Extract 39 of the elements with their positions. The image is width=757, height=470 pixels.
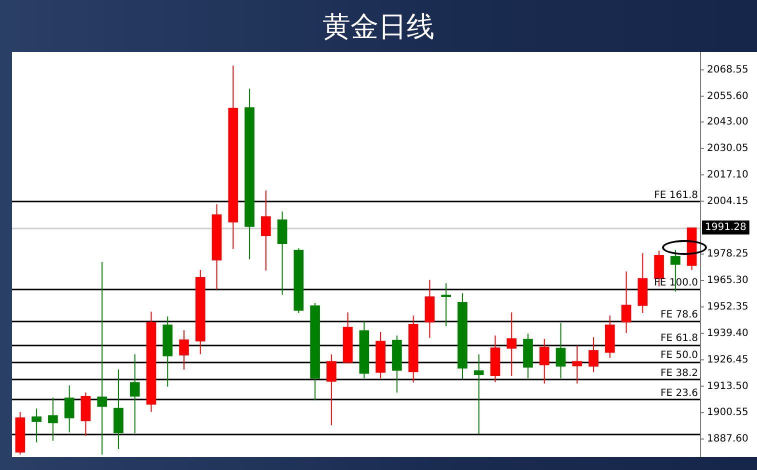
candlestick (32, 408, 42, 443)
candlestick (260, 190, 271, 272)
ref-line-label: FE 23.6 (660, 388, 698, 399)
candlestick (441, 282, 452, 327)
y-tick-label: 2030.05 (707, 142, 748, 154)
y-tick-label: 1952.35 (707, 302, 748, 313)
y-tick-label: 2004.15 (707, 196, 748, 207)
y-tick-label: 2017.10 (707, 169, 748, 180)
y-tick-label: 2068.55 (707, 64, 748, 76)
candlestick (654, 250, 664, 287)
candlestick (474, 354, 484, 435)
candlestick (588, 336, 598, 373)
y-tick-label: 2043.00 (707, 116, 748, 128)
candlestick (48, 397, 58, 442)
y-tick-label: 1887.60 (707, 434, 748, 445)
candlestick (621, 271, 632, 334)
ref-line-label: FE 61.8 (660, 333, 698, 344)
candlestick (572, 345, 582, 384)
candlestick (326, 354, 336, 426)
ref-line-label: FE 50.0 (660, 350, 698, 362)
ref-line-label: FE 38.2 (660, 368, 698, 379)
ref-line-label: FE 78.6 (660, 309, 698, 320)
y-tick-label: 1900.55 (707, 407, 748, 418)
ref-line-label: FE 161.8 (654, 190, 698, 201)
candlestick (556, 322, 566, 379)
ref-line-label: 1991.28 (705, 222, 746, 234)
candlestick (64, 384, 74, 433)
candlestick (506, 312, 517, 377)
y-tick-label: 1978.25 (707, 248, 748, 260)
candlestick (539, 338, 550, 384)
candlestick (130, 354, 140, 434)
y-tick-label: 1965.30 (707, 275, 748, 286)
y-tick-label: 1939.40 (707, 328, 748, 339)
y-tick-label: 2055.60 (707, 90, 748, 102)
candlestick (97, 261, 108, 456)
candlestick (179, 330, 189, 370)
y-tick-label: 1926.45 (707, 354, 748, 366)
chart-title: 黄金日线 (322, 9, 436, 45)
y-tick-label: 1913.50 (707, 380, 748, 392)
